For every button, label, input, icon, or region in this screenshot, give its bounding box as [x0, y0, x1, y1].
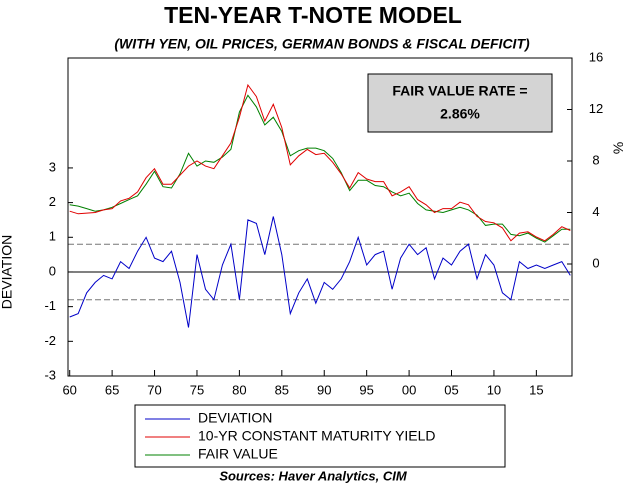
source: Sources: Haver Analytics, CIM	[219, 468, 408, 483]
series-line	[69, 94, 571, 243]
x-tick-label: 80	[232, 382, 246, 397]
x-tick-label: 75	[190, 382, 204, 397]
x-tick-label: 95	[359, 382, 373, 397]
legend-label: FAIR VALUE	[198, 446, 278, 462]
x-tick-label: 60	[62, 382, 76, 397]
annotation-box	[367, 73, 553, 133]
series-line	[69, 216, 571, 328]
x-tick-label: 05	[444, 382, 458, 397]
chart-title: TEN-YEAR T-NOTE MODEL	[164, 2, 462, 28]
chart-subtitle: (WITH YEN, OIL PRICES, GERMAN BONDS & FI…	[114, 36, 530, 52]
y2-tick-label: 12	[589, 101, 603, 116]
x-tick-label: 00	[402, 382, 416, 397]
y2-tick-label: 16	[589, 49, 603, 64]
y2-axis-label: %	[610, 142, 626, 154]
y-tick-label: -2	[44, 333, 56, 348]
x-tick-label: 10	[487, 382, 501, 397]
plot-frame	[67, 57, 573, 377]
legend-label: DEVIATION	[198, 410, 272, 426]
x-tick-label: 90	[317, 382, 331, 397]
y-tick-label: 2	[49, 194, 56, 209]
x-tick-label: 70	[147, 382, 161, 397]
x-tick-label: 15	[529, 382, 543, 397]
legend-label: 10-YR CONSTANT MATURITY YIELD	[198, 428, 436, 444]
y-tick-label: -1	[44, 298, 56, 313]
y-tick-label: -3	[44, 367, 56, 382]
y2-tick-label: 4	[592, 204, 599, 219]
y-tick-label: 1	[49, 229, 56, 244]
x-tick-label: 65	[105, 382, 119, 397]
annotation: 2.86%	[440, 106, 480, 122]
x-tick-label: 85	[275, 382, 289, 397]
y-tick-label: 0	[49, 263, 56, 278]
series-line	[69, 83, 571, 242]
y-tick-label: 3	[49, 159, 56, 174]
y2-tick-label: 8	[592, 152, 599, 167]
y-axis-label: DEVIATION	[0, 235, 15, 309]
annotation: FAIR VALUE RATE =	[392, 83, 527, 99]
legend-box	[134, 404, 506, 468]
y2-tick-label: 0	[592, 255, 599, 270]
